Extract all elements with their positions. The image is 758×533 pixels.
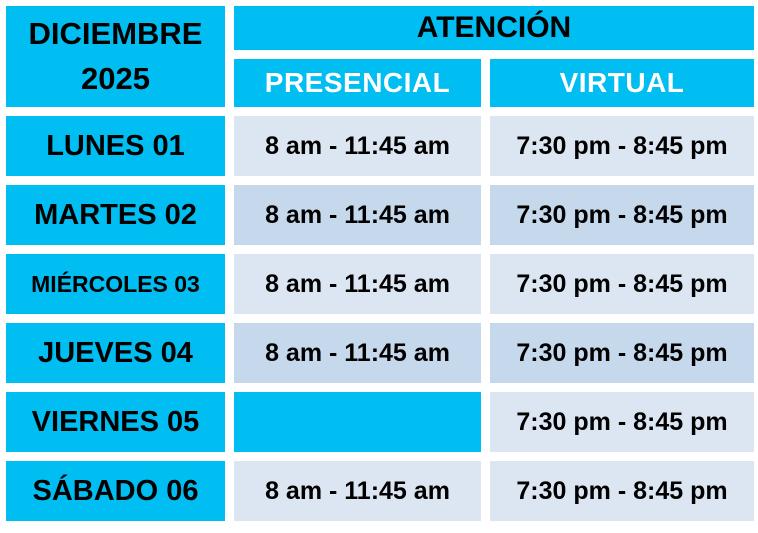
day-label: VIERNES 05 (31, 405, 200, 438)
month-name: DICIEMBRE (28, 15, 203, 51)
day-label: SÁBADO 06 (32, 474, 199, 507)
day-cell-miercoles: MIÉRCOLES 03 (6, 254, 225, 314)
virtual-time-miercoles: 7:30 pm - 8:45 pm (490, 254, 754, 314)
virtual-time-viernes: 7:30 pm - 8:45 pm (490, 392, 754, 452)
day-label: MARTES 02 (34, 198, 197, 231)
presencial-time-jueves: 8 am - 11:45 am (234, 323, 481, 383)
virtual-time-jueves: 7:30 pm - 8:45 pm (490, 323, 754, 383)
day-cell-sabado: SÁBADO 06 (6, 461, 225, 521)
day-label: MIÉRCOLES 03 (31, 270, 200, 297)
column-header-presencial: PRESENCIAL (234, 59, 481, 107)
atencion-header: ATENCIÓN (234, 6, 754, 50)
presencial-time-lunes: 8 am - 11:45 am (234, 116, 481, 176)
virtual-label: VIRTUAL (559, 67, 685, 98)
day-cell-viernes: VIERNES 05 (6, 392, 225, 452)
presencial-time-sabado: 8 am - 11:45 am (234, 461, 481, 521)
column-header-virtual: VIRTUAL (490, 59, 754, 107)
day-label: JUEVES 04 (38, 336, 193, 369)
virtual-time-martes: 7:30 pm - 8:45 pm (490, 185, 754, 245)
atencion-label: ATENCIÓN (416, 11, 572, 44)
day-cell-lunes: LUNES 01 (6, 116, 225, 176)
month-header: DICIEMBRE 2025 (6, 6, 225, 107)
presencial-time-martes: 8 am - 11:45 am (234, 185, 481, 245)
day-cell-jueves: JUEVES 04 (6, 323, 225, 383)
year: 2025 (81, 60, 150, 96)
virtual-time-sabado: 7:30 pm - 8:45 pm (490, 461, 754, 521)
virtual-time-lunes: 7:30 pm - 8:45 pm (490, 116, 754, 176)
presencial-time-miercoles: 8 am - 11:45 am (234, 254, 481, 314)
day-cell-martes: MARTES 02 (6, 185, 225, 245)
day-label: LUNES 01 (46, 129, 185, 162)
presencial-label: PRESENCIAL (264, 67, 451, 98)
presencial-time-viernes-empty (234, 392, 481, 452)
